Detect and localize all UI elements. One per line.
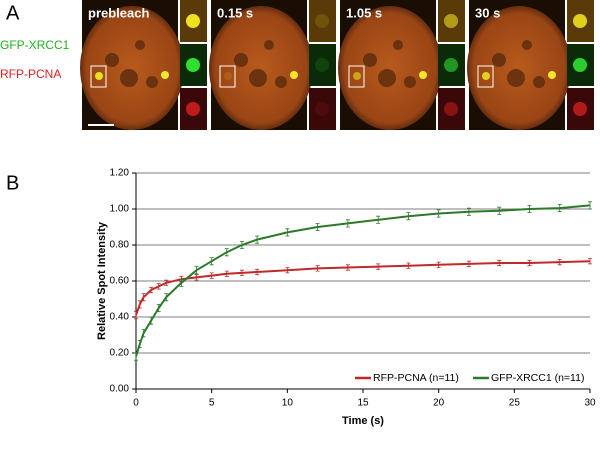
nucleolus bbox=[492, 53, 506, 67]
x-tick-label: 5 bbox=[209, 398, 215, 409]
nucleolus bbox=[507, 69, 525, 87]
nucleolus bbox=[404, 76, 416, 88]
nucleolus bbox=[533, 76, 545, 88]
image-label: 1.05 s bbox=[346, 5, 382, 20]
inset-spot bbox=[186, 102, 200, 116]
nucleolus bbox=[363, 53, 377, 67]
y-tick-label: 0.20 bbox=[110, 348, 130, 359]
roi bbox=[219, 65, 236, 88]
x-tick-label: 25 bbox=[509, 398, 521, 409]
nucleus bbox=[338, 6, 442, 130]
y-tick-label: 1.00 bbox=[110, 204, 130, 215]
nucleolus bbox=[393, 40, 403, 50]
panel-letter: A bbox=[6, 2, 20, 24]
chart: 0.00 0.20 0.40 0.60 0.80 1.00 1.20 0 5 10 15 20 25 30… bbox=[96, 168, 596, 427]
nucleolus bbox=[522, 40, 532, 50]
series-line bbox=[135, 204, 591, 357]
spot bbox=[161, 71, 169, 79]
image-label: prebleach bbox=[88, 5, 149, 20]
y-tick-label: 0.80 bbox=[110, 240, 130, 251]
nucleolus bbox=[275, 76, 287, 88]
x-tick-label: 0 bbox=[133, 398, 139, 409]
roi bbox=[348, 65, 365, 88]
nucleolus bbox=[146, 76, 158, 88]
inset-spot bbox=[444, 14, 458, 28]
panel-letter: B bbox=[6, 172, 19, 194]
spot bbox=[95, 72, 103, 80]
inset-spot bbox=[315, 58, 329, 72]
series-line bbox=[135, 260, 591, 316]
nucleolus bbox=[105, 53, 119, 67]
nucleus bbox=[80, 6, 184, 130]
inset bbox=[438, 88, 465, 130]
inset bbox=[309, 0, 336, 42]
spot bbox=[548, 71, 556, 79]
spot bbox=[353, 72, 361, 80]
y-tick-label: 0.60 bbox=[110, 276, 130, 287]
spot bbox=[224, 72, 232, 80]
inset-spot bbox=[444, 58, 458, 72]
inset-spot bbox=[573, 102, 587, 116]
x-tick-label: 30 bbox=[584, 398, 596, 409]
image-label: 30 s bbox=[475, 5, 500, 20]
legend-label: RFP-PCNA (n=11) bbox=[373, 372, 459, 384]
inset-spot bbox=[573, 58, 587, 72]
inset-spot bbox=[186, 14, 200, 28]
x-tick-label: 20 bbox=[433, 398, 445, 409]
inset bbox=[309, 44, 336, 86]
x-tick-label: 10 bbox=[282, 398, 294, 409]
y-tick-label: 0.00 bbox=[110, 384, 130, 395]
spot bbox=[290, 71, 298, 79]
inset-spot bbox=[186, 58, 200, 72]
nucleolus bbox=[135, 40, 145, 50]
image-panel: prebleach 0.15 s 1.05 s 30 s bbox=[80, 0, 594, 130]
nucleolus bbox=[378, 69, 396, 87]
inset-spot bbox=[315, 102, 329, 116]
legend-label: GFP-XRCC1 (n=11) bbox=[491, 372, 584, 384]
roi bbox=[90, 65, 107, 88]
inset-spot bbox=[444, 102, 458, 116]
nucleolus bbox=[249, 69, 267, 87]
inset-spot bbox=[573, 14, 587, 28]
nucleolus bbox=[234, 53, 248, 67]
y-tick-label: 1.20 bbox=[110, 168, 130, 179]
y-axis-label: Relative Spot Intensity bbox=[96, 221, 108, 340]
spot bbox=[419, 71, 427, 79]
channel-label: RFP-PCNA bbox=[0, 67, 61, 81]
x-tick-label: 15 bbox=[357, 398, 369, 409]
nucleus bbox=[467, 6, 571, 130]
inset bbox=[309, 88, 336, 130]
y-tick-label: 0.40 bbox=[110, 312, 130, 323]
channel-label: GFP-XRCC1 bbox=[0, 38, 70, 52]
spot bbox=[482, 72, 490, 80]
roi bbox=[477, 65, 494, 88]
nucleolus bbox=[120, 69, 138, 87]
x-axis-label: Time (s) bbox=[342, 415, 384, 427]
nucleolus bbox=[264, 40, 274, 50]
image-label: 0.15 s bbox=[217, 5, 253, 20]
inset-spot bbox=[315, 14, 329, 28]
nucleus bbox=[209, 6, 313, 130]
